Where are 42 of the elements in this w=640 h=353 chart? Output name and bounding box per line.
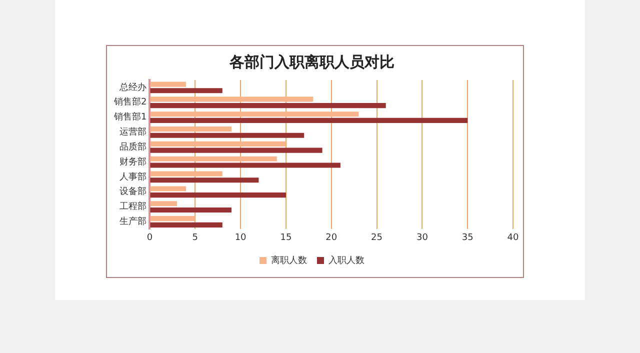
x-tick-label: 10 (234, 232, 247, 243)
bar (150, 112, 359, 117)
x-tick-label: 25 (371, 232, 382, 243)
bar (150, 148, 322, 153)
bar (150, 178, 259, 183)
bar (150, 207, 232, 213)
x-tick-label: 30 (416, 232, 428, 243)
bar (150, 216, 196, 222)
x-tick-label: 20 (326, 232, 338, 243)
y-tick-label: 品质部 (120, 141, 147, 152)
y-tick-label: 人事部 (120, 171, 147, 182)
bar (150, 192, 286, 198)
bar (150, 88, 222, 94)
y-tick-label: 销售部2 (112, 96, 147, 108)
legend-label: 入职人数 (328, 254, 364, 266)
bar (150, 82, 186, 87)
bar (150, 118, 468, 124)
bar (150, 132, 304, 138)
bar (150, 96, 314, 102)
x-tick-label: 5 (192, 232, 198, 243)
y-tick-label: 设备部 (120, 186, 147, 198)
y-tick-label: 财务部 (120, 156, 147, 168)
y-tick-label: 生产部 (120, 216, 147, 228)
bar (150, 156, 277, 162)
x-tick-label: 15 (280, 232, 292, 243)
legend-label: 离职人数 (271, 254, 307, 266)
x-tick-label: 40 (507, 232, 519, 243)
y-tick-label: 工程部 (120, 201, 147, 212)
bar (150, 186, 186, 192)
bar (150, 103, 386, 108)
y-tick-label: 运营部 (120, 126, 147, 138)
y-tick-label: 总经办 (118, 82, 147, 93)
y-tick-label: 销售部1 (112, 112, 147, 123)
x-tick-label: 0 (146, 232, 153, 243)
bar (150, 141, 286, 147)
bar (150, 171, 222, 176)
bar (150, 126, 232, 132)
chart-title: 各部门入职离职人员对比 (228, 52, 394, 71)
x-tick-label: 35 (462, 232, 474, 243)
bar (150, 162, 340, 168)
bar (150, 201, 177, 206)
bar (150, 222, 222, 228)
